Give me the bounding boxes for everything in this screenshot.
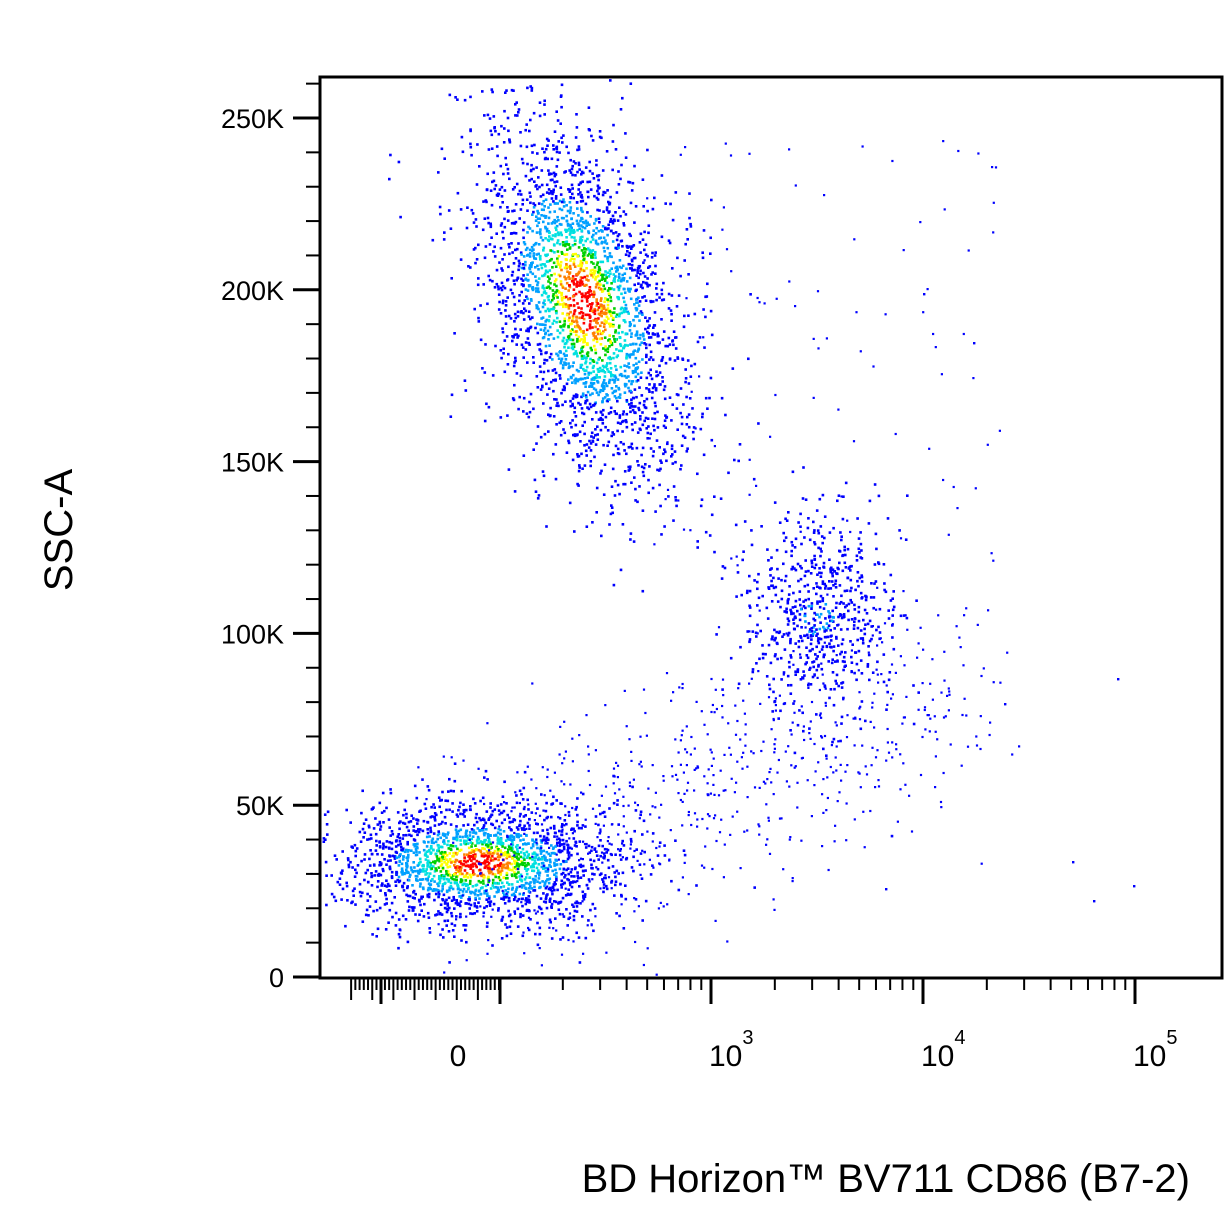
x-tick-label: 105 bbox=[1133, 1027, 1178, 1073]
plot-frame bbox=[318, 75, 1224, 980]
y-tick-label: 250K bbox=[221, 104, 284, 134]
y-tick-label: 0 bbox=[269, 963, 284, 993]
y-tick-label: 100K bbox=[221, 619, 284, 649]
y-tick-label: 50K bbox=[236, 791, 284, 821]
y-axis: 0 50K 100K 150K 200K 250K bbox=[221, 82, 320, 993]
x-tick-label: 0 bbox=[450, 1040, 467, 1073]
y-tick-label: 200K bbox=[221, 276, 284, 306]
y-tick-label: 150K bbox=[221, 448, 284, 478]
x-axis: 0 103 104 105 bbox=[350, 978, 1178, 1073]
x-axis-label: BD Horizon™ BV711 CD86 (B7-2) bbox=[582, 1157, 1190, 1201]
event-dots bbox=[322, 79, 1136, 976]
x-tick-label: 104 bbox=[921, 1027, 966, 1073]
x-tick-label: 103 bbox=[709, 1027, 754, 1073]
y-axis-label: SSC-A bbox=[37, 469, 81, 592]
